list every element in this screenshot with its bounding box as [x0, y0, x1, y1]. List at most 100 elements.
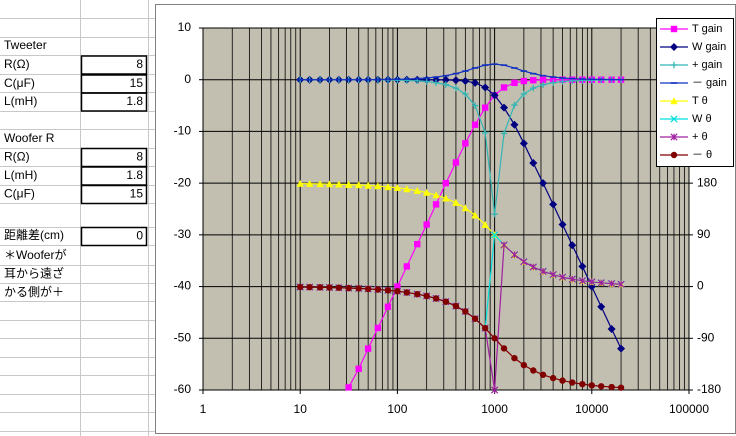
marker [558, 220, 567, 229]
marker [670, 133, 678, 141]
marker [384, 287, 392, 294]
y-tick-label: -40 [174, 279, 192, 293]
marker [442, 179, 450, 187]
marker [520, 90, 528, 98]
marker [414, 240, 421, 248]
marker [511, 101, 518, 109]
x-tick-label: 10 [294, 402, 308, 416]
marker [452, 159, 460, 166]
marker [500, 345, 508, 352]
marker [355, 181, 363, 189]
marker [588, 278, 596, 286]
marker [403, 289, 411, 296]
marker [422, 188, 431, 196]
marker [481, 324, 489, 332]
cell-label: C(μF) [4, 187, 35, 201]
marker [569, 379, 576, 386]
marker [384, 183, 392, 191]
cell-value: 1.8 [126, 94, 143, 108]
marker [597, 302, 606, 311]
marker [451, 76, 460, 85]
cell-value: 15 [130, 187, 144, 201]
x-tick-label: 10000 [575, 402, 609, 416]
marker [558, 273, 567, 281]
marker [491, 335, 498, 342]
marker [539, 179, 548, 188]
legend-label: － gain [692, 77, 727, 89]
marker [539, 81, 547, 88]
marker [442, 81, 450, 88]
marker [423, 221, 430, 228]
marker [306, 283, 313, 291]
note-line: ＊Wooferが [4, 247, 66, 262]
marker [481, 221, 489, 228]
marker [394, 76, 401, 84]
marker [588, 382, 595, 389]
legend-box [656, 18, 734, 167]
marker [413, 187, 421, 194]
marker [670, 151, 678, 159]
marker [549, 271, 557, 279]
marker [452, 198, 460, 206]
marker [471, 211, 479, 219]
marker [461, 77, 470, 86]
cell-label: R(Ω) [4, 57, 30, 71]
x-tick-label: 1000 [481, 402, 508, 416]
section-title: Woofer R [4, 131, 55, 145]
legend-label: － θ [692, 149, 712, 161]
marker [490, 91, 499, 100]
marker [539, 371, 547, 378]
marker [325, 180, 334, 188]
marker [403, 185, 411, 193]
marker [670, 43, 678, 51]
marker [403, 263, 411, 270]
cell-label: 距離差(cm) [4, 228, 64, 242]
marker [423, 78, 430, 85]
marker [530, 77, 537, 84]
marker [529, 158, 538, 167]
legend-label: + gain [692, 59, 722, 71]
chart: 1 10 100 1000 10000 100000100-10-20-30-40-50-… [174, 18, 734, 416]
y-tick-label: 0 [184, 72, 191, 86]
marker [617, 344, 626, 353]
marker [462, 308, 469, 315]
marker [432, 79, 440, 86]
marker [452, 302, 460, 310]
x-tick-label: 100000 [669, 402, 709, 416]
legend-label: + θ [692, 131, 708, 143]
marker [578, 262, 587, 271]
marker [364, 285, 372, 293]
legend-label: T gain [692, 23, 722, 35]
marker [442, 194, 450, 202]
marker [530, 84, 537, 92]
marker [549, 374, 557, 382]
marker [414, 290, 421, 298]
marker [520, 361, 528, 369]
legend-label: T θ [692, 95, 708, 107]
y2-tick-label: 90 [697, 227, 711, 241]
marker [670, 61, 678, 69]
marker [670, 25, 678, 33]
marker [530, 367, 537, 374]
y2-tick-label: -180 [697, 382, 721, 396]
marker [510, 120, 519, 129]
marker [500, 103, 509, 112]
marker [670, 115, 678, 123]
marker [520, 77, 528, 85]
marker [374, 324, 382, 332]
section-title: Tweeter [4, 38, 47, 52]
marker [481, 83, 490, 92]
marker [481, 129, 489, 137]
marker [617, 280, 625, 288]
y-tick-label: -10 [174, 124, 192, 138]
marker [578, 277, 587, 285]
marker [335, 284, 343, 291]
x-tick-label: 100 [387, 402, 407, 416]
y-tick-label: -30 [174, 227, 192, 241]
cell-label: R(Ω) [4, 150, 30, 164]
marker [500, 84, 508, 91]
marker [432, 295, 440, 302]
y-tick-label: -60 [174, 382, 192, 396]
x-tick-label: 1 [200, 402, 207, 416]
marker [549, 200, 558, 209]
